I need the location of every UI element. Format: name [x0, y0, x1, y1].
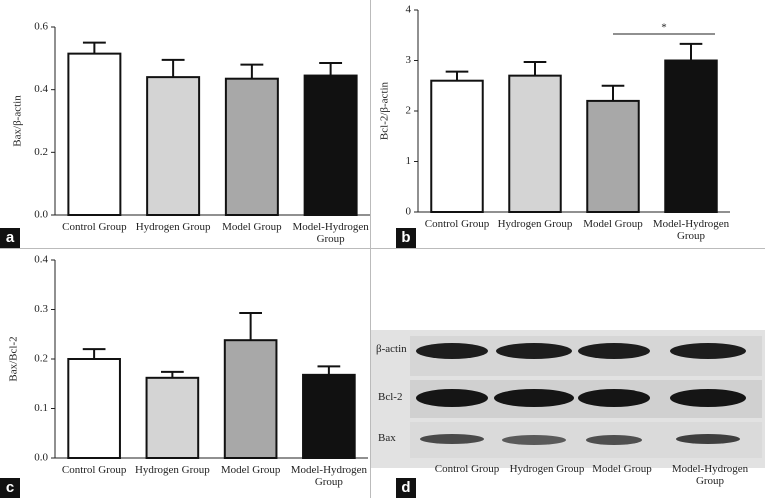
y-axis-label: Bax/β-actin: [12, 95, 24, 147]
panel-letter: d: [396, 478, 416, 498]
x-tick-label: Hydrogen Group: [135, 221, 211, 233]
x-tick-label: Model-Hydrogen Group: [290, 464, 368, 488]
bar: [67, 52, 122, 217]
bar: [146, 76, 201, 216]
y-tick-label: 0.0: [34, 452, 48, 464]
bar: [67, 358, 121, 459]
lane-label: Model Group: [592, 463, 652, 475]
x-tick-label: Hydrogen Group: [134, 464, 210, 476]
y-tick-label: 1: [406, 155, 412, 167]
lane-label: Model-Hydrogen Group: [671, 463, 749, 487]
bar: [224, 77, 279, 216]
lane-label: Control Group: [434, 463, 500, 475]
x-tick-label: Hydrogen Group: [497, 218, 573, 230]
y-tick-label: 0.2: [34, 146, 48, 158]
blot-row-label: Bax: [378, 432, 396, 444]
panel-letter: a: [0, 228, 20, 248]
y-tick-label: 0.4: [34, 254, 48, 266]
y-tick-label: 0.4: [34, 83, 48, 95]
bar: [664, 59, 718, 213]
y-tick-label: 3: [406, 54, 412, 66]
y-tick-label: 2: [406, 105, 412, 117]
panel-letter: c: [0, 478, 20, 498]
y-tick-label: 0.0: [34, 209, 48, 221]
blot-image: [371, 330, 765, 468]
y-tick-label: 0.1: [34, 402, 48, 414]
bar: [430, 79, 484, 213]
x-tick-label: Control Group: [61, 464, 127, 476]
bar: [586, 99, 640, 213]
y-tick-label: 0: [406, 206, 412, 218]
bar: [223, 339, 278, 459]
bar: [508, 74, 562, 214]
bar: [302, 373, 356, 459]
x-tick-label: Control Group: [424, 218, 490, 230]
x-tick-label: Model-Hydrogen Group: [292, 221, 369, 245]
y-tick-label: 4: [406, 4, 412, 16]
y-axis-label: Bax/Bcl-2: [8, 336, 20, 381]
panel-letter: b: [396, 228, 416, 248]
y-tick-label: 0.3: [34, 303, 48, 315]
blot-row-label: β-actin: [376, 343, 407, 355]
y-axis-label: Bcl-2/β-actin: [379, 81, 391, 140]
bar: [303, 74, 358, 216]
x-tick-label: Model Group: [583, 218, 643, 230]
bar: [145, 376, 200, 459]
significance-label: *: [661, 22, 667, 34]
y-tick-label: 0.2: [34, 353, 48, 365]
x-tick-label: Model Group: [222, 221, 282, 233]
x-tick-label: Control Group: [62, 221, 127, 233]
x-tick-label: Model-Hydrogen Group: [652, 218, 730, 242]
y-tick-label: 0.6: [34, 21, 48, 33]
x-tick-label: Model Group: [220, 464, 281, 476]
blot-row-label: Bcl-2: [378, 391, 403, 403]
lane-label: Hydrogen Group: [509, 463, 585, 475]
